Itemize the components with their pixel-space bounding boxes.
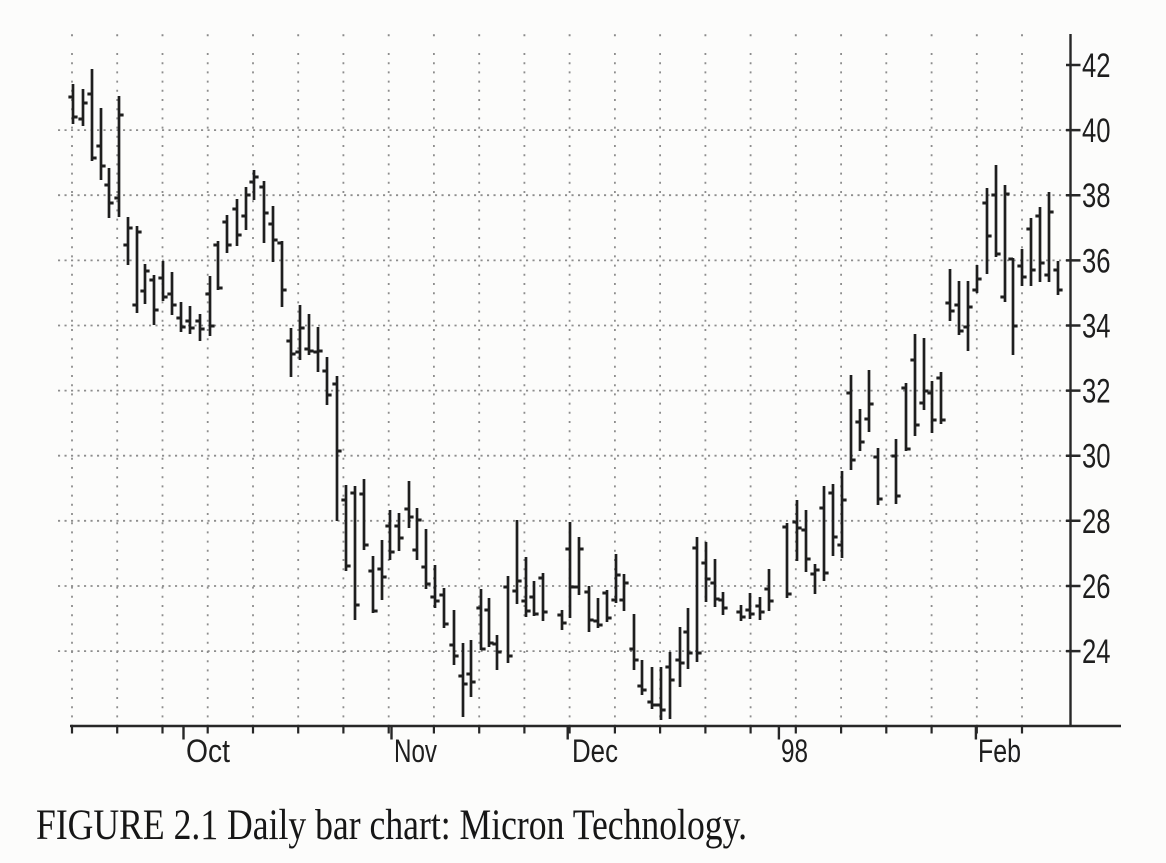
svg-text:28: 28 — [1082, 503, 1111, 541]
svg-text:42: 42 — [1082, 47, 1111, 85]
svg-text:32: 32 — [1082, 373, 1111, 411]
svg-text:40: 40 — [1082, 112, 1111, 150]
svg-text:98: 98 — [781, 733, 808, 769]
svg-text:Feb: Feb — [978, 733, 1021, 769]
svg-text:Oct: Oct — [186, 733, 230, 769]
svg-text:Nov: Nov — [394, 733, 437, 769]
svg-text:36: 36 — [1082, 242, 1111, 280]
svg-text:24: 24 — [1082, 633, 1111, 671]
svg-text:26: 26 — [1082, 568, 1111, 606]
svg-text:Dec: Dec — [572, 733, 618, 769]
svg-text:34: 34 — [1082, 308, 1111, 346]
svg-text:FIGURE 2.1 Daily bar chart: Mi: FIGURE 2.1 Daily bar chart: Micron Techn… — [36, 801, 747, 849]
svg-text:38: 38 — [1082, 177, 1111, 215]
svg-text:30: 30 — [1082, 438, 1111, 476]
